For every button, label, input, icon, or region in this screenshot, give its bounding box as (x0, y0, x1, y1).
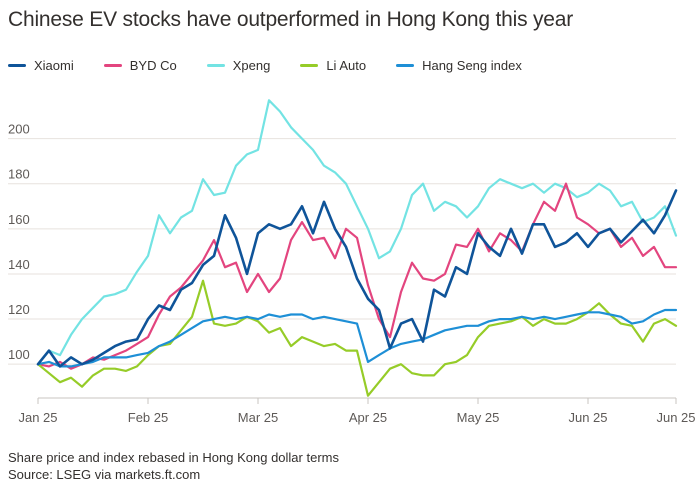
y-tick-label: 180 (8, 167, 30, 182)
legend-swatch (396, 64, 415, 67)
legend-swatch (300, 64, 319, 67)
line-chart: 100 120 140 160 180 200 Jan 25 Feb 25 Mar 25 Apr … (8, 99, 696, 425)
series-line-xiaomi (36, 189, 678, 368)
legend-label: Hang Seng index (422, 58, 522, 73)
y-tick-label: 140 (8, 257, 30, 272)
y-tick-label: 120 (8, 302, 30, 317)
legend-label: Xiaomi (34, 58, 74, 73)
legend-item-byd-co: BYD Co (103, 58, 177, 73)
x-tick-label: Apr 25 (349, 410, 387, 425)
x-tick-label: Feb 25 (128, 410, 168, 425)
x-tick-label: Jan 25 (18, 410, 57, 425)
x-tick-label: Jun 25 (656, 410, 695, 425)
x-tick-label: Jun 25 (568, 410, 607, 425)
series-line-byd-co (36, 182, 678, 370)
legend-label: Li Auto (326, 58, 367, 73)
y-tick-label: 160 (8, 212, 30, 227)
x-tick-label: Mar 25 (238, 410, 278, 425)
legend-item-hang-seng-index: Hang Seng index (396, 58, 522, 73)
y-tick-label: 100 (8, 347, 30, 362)
legend-item-xpeng: Xpeng (206, 58, 271, 73)
legend: Xiaomi BYD Co Xpeng Li Auto Hang Seng index (8, 58, 552, 73)
legend-label: Xpeng (232, 58, 271, 73)
series-line-li-auto (36, 279, 678, 397)
legend-item-li-auto: Li Auto (300, 58, 366, 73)
series-line-hang-seng-index (36, 308, 678, 368)
footer-note: Share price and index rebased in Hong Ko… (8, 450, 339, 465)
x-tick-label: May 25 (457, 410, 500, 425)
y-tick-label: 200 (8, 122, 30, 137)
series-line-xpeng (36, 99, 678, 366)
chart-footer: Share price and index rebased in Hong Ko… (8, 449, 339, 483)
legend-label: BYD Co (129, 58, 177, 73)
legend-swatch (103, 64, 122, 67)
legend-swatch (8, 64, 26, 67)
legend-swatch (206, 64, 225, 67)
footer-source: Source: LSEG via markets.ft.com (8, 467, 201, 482)
legend-item-xiaomi: Xiaomi (8, 58, 74, 73)
chart-title: Chinese EV stocks have outperformed in H… (8, 8, 574, 31)
